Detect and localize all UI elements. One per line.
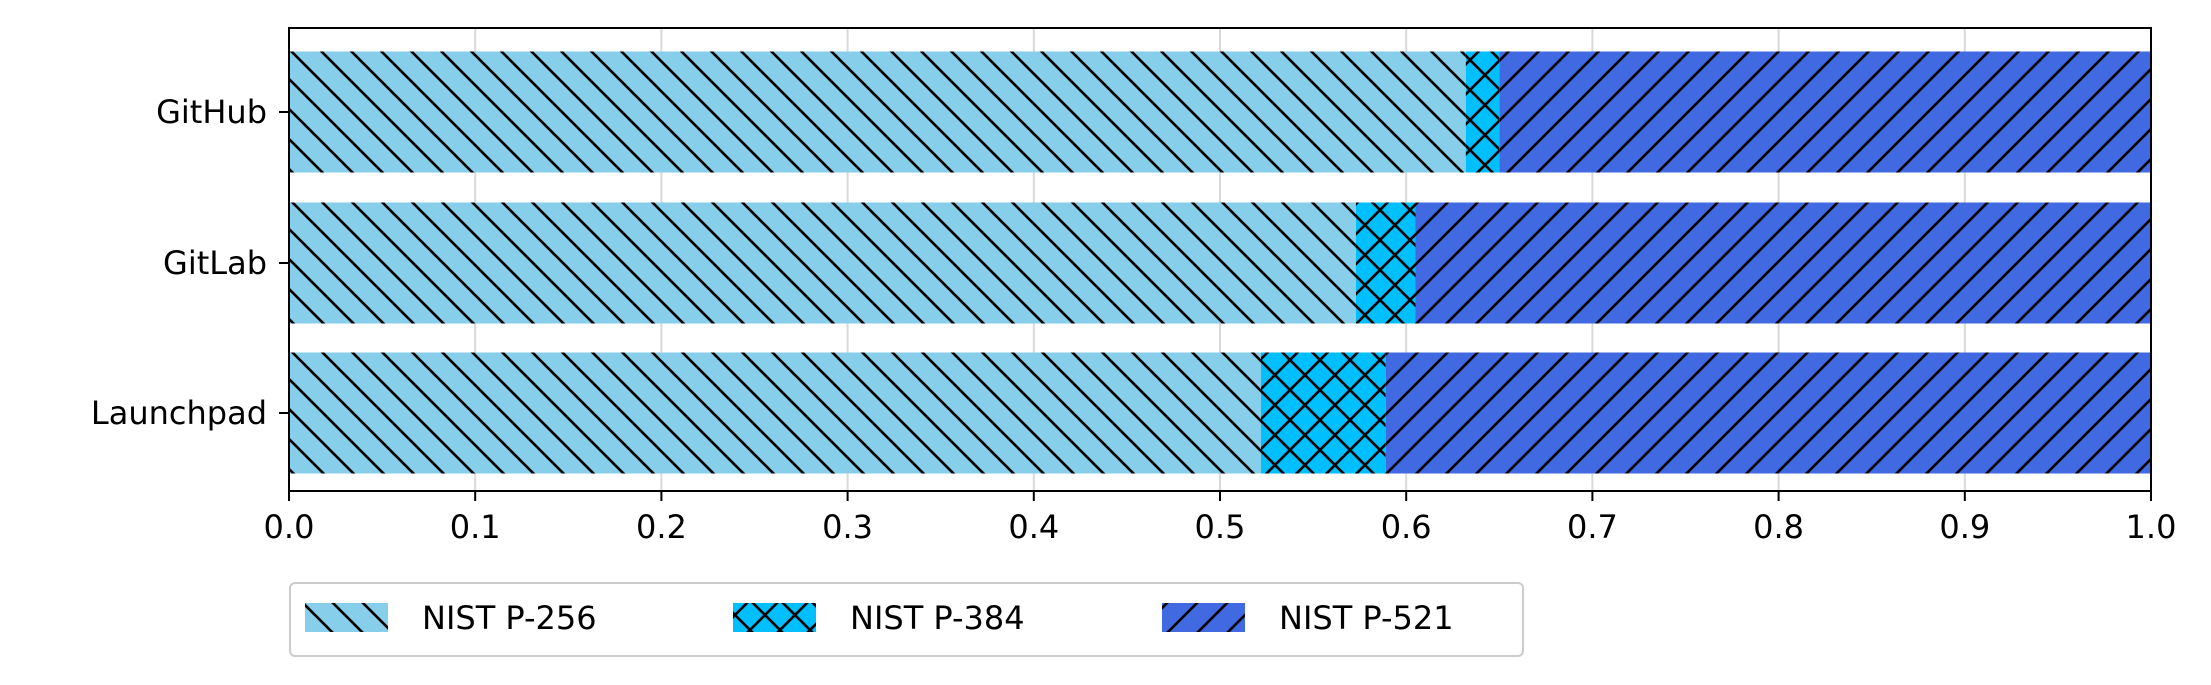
x-tick-label: 0.9: [1939, 508, 1990, 546]
x-tick-label: 0.5: [1195, 508, 1246, 546]
bar-github-series-1: [289, 51, 1466, 173]
x-tick-label: 0.4: [1008, 508, 1059, 546]
bar-github-series-2: [1465, 51, 1500, 173]
legend-swatch: [1162, 603, 1245, 632]
x-tick-label: 0.8: [1753, 508, 1804, 546]
legend-label: NIST P-521: [1279, 599, 1454, 637]
x-tick-label: 0.3: [822, 508, 873, 546]
bar-launchpad-series-3: [1385, 352, 2151, 474]
x-tick-label: 0.7: [1567, 508, 1618, 546]
legend-swatch: [733, 603, 816, 632]
x-axis: 0.0 0.1 0.2 0.3 0.4 0.5 0.6 0.7 0.8 0.9 1.0: [264, 491, 2177, 546]
legend-label: NIST P-384: [850, 599, 1025, 637]
y-tick-label: GitLab: [163, 244, 267, 282]
legend: NIST P-256 NIST P-384 NIST P-521: [289, 582, 1524, 657]
bar-gitlab-series-1: [289, 202, 1356, 324]
legend-label: NIST P-256: [422, 599, 597, 637]
y-axis: GitHub GitLab Launchpad: [91, 93, 289, 432]
bar-launchpad-series-2: [1260, 352, 1386, 474]
bar-github-series-3: [1499, 51, 2151, 173]
x-tick-label: 0.2: [636, 508, 687, 546]
bar-launchpad-series-1: [289, 352, 1261, 474]
bar-gitlab-series-3: [1415, 202, 2151, 324]
x-tick-label: 0.0: [264, 508, 315, 546]
legend-box: [289, 582, 1524, 657]
x-tick-label: 0.1: [450, 508, 501, 546]
bar-gitlab-series-2: [1355, 202, 1416, 324]
legend-swatch: [305, 603, 388, 632]
x-tick-label: 1.0: [2126, 508, 2177, 546]
y-tick-label: GitHub: [156, 93, 267, 131]
y-tick-label: Launchpad: [91, 394, 267, 432]
bars: [289, 51, 2151, 474]
x-tick-label: 0.6: [1381, 508, 1432, 546]
